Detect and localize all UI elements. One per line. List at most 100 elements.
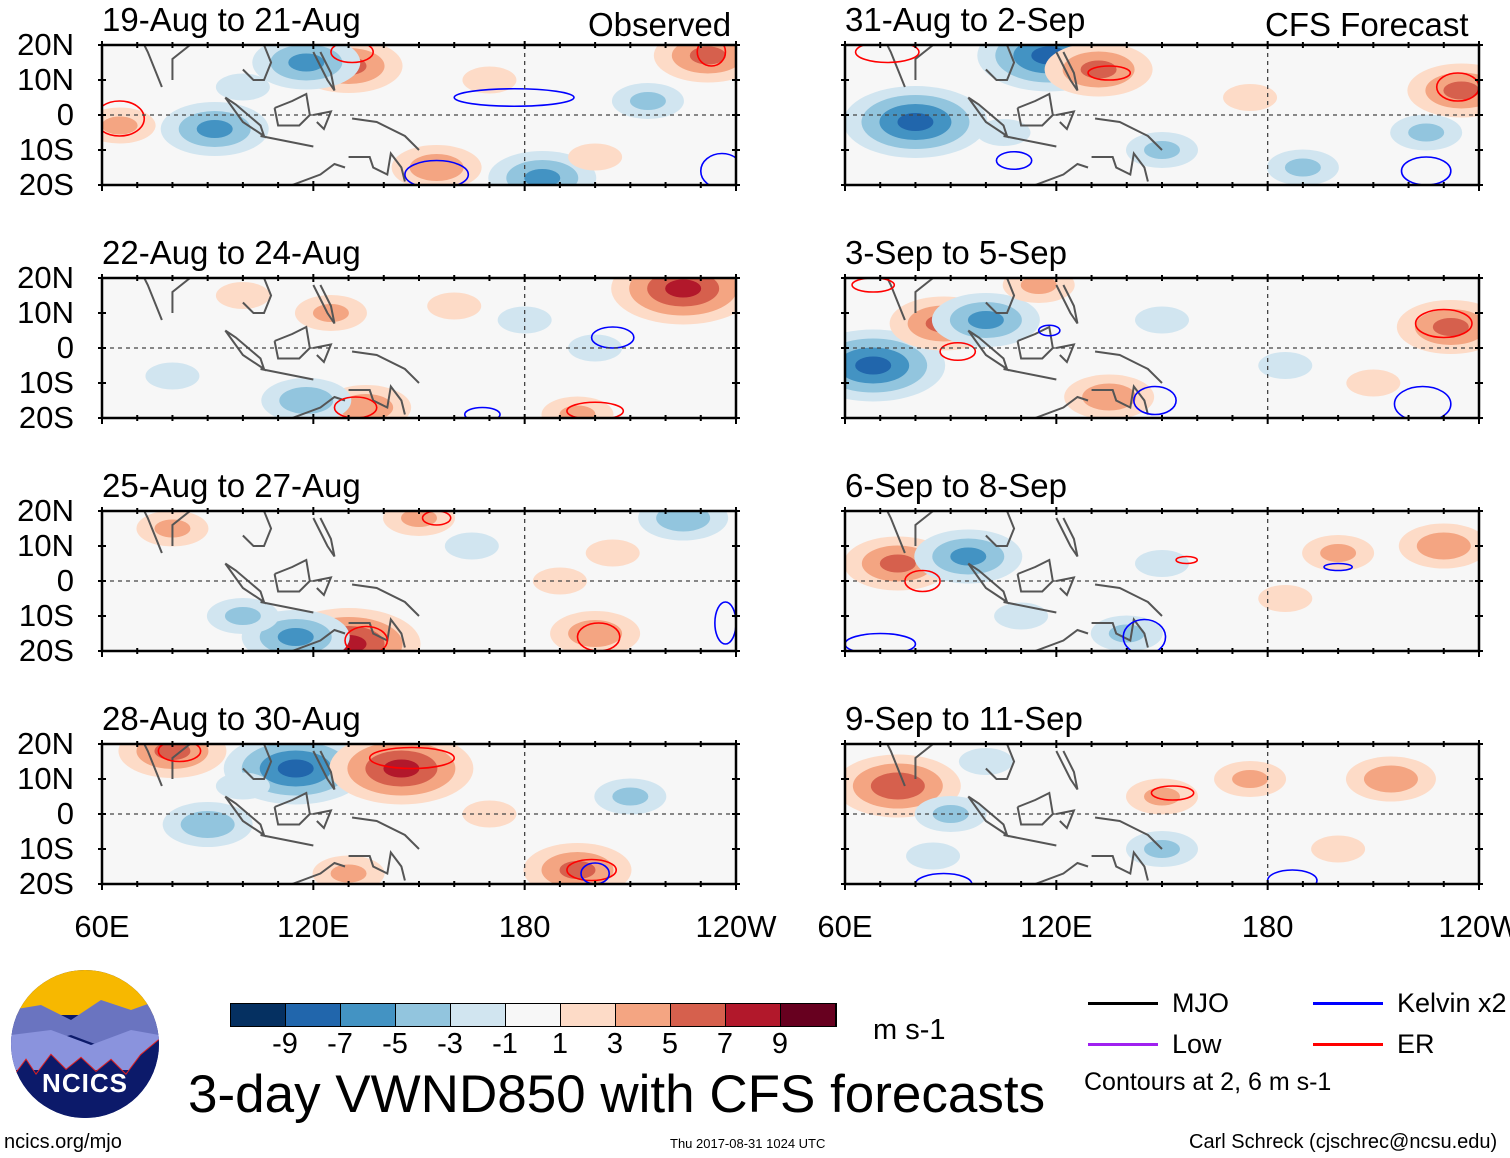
ncics-logo: NCICS <box>11 970 159 1118</box>
logo-text: NCICS <box>42 1068 128 1098</box>
anomaly-shading <box>1232 770 1269 788</box>
er-contour <box>566 858 618 882</box>
panel-title: 25-Aug to 27-Aug <box>102 467 361 504</box>
anomaly-shading <box>870 772 925 800</box>
coastline <box>1016 558 1054 593</box>
coastline <box>273 325 311 360</box>
coastline <box>312 517 336 558</box>
anomaly-shading <box>339 394 394 418</box>
coastline <box>143 45 163 88</box>
coastline <box>1091 850 1149 881</box>
kelvin-contour <box>1393 385 1452 418</box>
coastline <box>1034 395 1089 418</box>
coastline <box>171 45 191 80</box>
anomaly-shading <box>462 66 517 94</box>
coastline <box>351 583 420 617</box>
er-contour <box>330 45 375 64</box>
coastline <box>260 135 314 148</box>
map-panel <box>98 41 740 191</box>
coastline <box>348 151 406 182</box>
coastline <box>914 744 934 779</box>
anomaly-shading <box>330 864 367 883</box>
lat-tick-label: 20N <box>17 27 74 62</box>
anomaly-shading <box>568 334 623 362</box>
anomaly-shading <box>215 73 270 101</box>
lat-tick-label: 20N <box>17 493 74 528</box>
colorbar-swatch <box>671 1004 726 1026</box>
legend-swatch-kelvin <box>1313 1002 1383 1005</box>
coastline <box>313 110 333 131</box>
map-panel <box>841 274 1483 424</box>
er-contour <box>566 401 625 418</box>
footer-url[interactable]: ncics.org/mjo <box>4 1131 122 1153</box>
colorbar-tick-label: 9 <box>771 1028 789 1060</box>
anomaly-shading <box>145 362 200 390</box>
coastline <box>985 744 1016 780</box>
coastline <box>351 816 420 850</box>
coastline <box>1055 517 1079 558</box>
colorbar-tick-label: -7 <box>327 1028 353 1060</box>
coastline <box>291 628 346 651</box>
lat-tick-label: 10S <box>18 831 74 866</box>
anomaly-shading <box>568 620 623 647</box>
er-contour <box>1087 65 1132 81</box>
anomaly-shading <box>1108 624 1145 643</box>
coastline <box>143 744 163 787</box>
coastline <box>1055 750 1079 791</box>
lat-tick-label: 20S <box>18 866 74 901</box>
map-panel <box>841 740 1483 890</box>
legend-swatch-er <box>1313 1043 1383 1046</box>
lon-tick-label: 60E <box>74 909 130 944</box>
coastline <box>273 791 311 826</box>
coastline <box>1056 343 1076 364</box>
coastline <box>242 45 273 81</box>
panel-title: 3-Sep to 5-Sep <box>845 234 1067 271</box>
coastline <box>313 576 333 597</box>
lat-tick-label: 0 <box>56 97 74 132</box>
colorbar-units: m s-1 <box>873 1014 946 1046</box>
panel-title: 9-Sep to 11-Sep <box>845 700 1083 737</box>
anomaly-shading <box>215 772 270 800</box>
anomaly-shading <box>1432 318 1469 336</box>
anomaly-shading <box>277 759 314 778</box>
anomaly-shading <box>196 120 233 138</box>
anomaly-shading <box>1258 585 1313 612</box>
coastline <box>967 329 1009 372</box>
colorbar-tick-label: 3 <box>606 1028 624 1060</box>
anomaly-shading <box>958 748 1013 775</box>
coastline <box>312 750 336 791</box>
lat-tick-label: 10N <box>17 62 74 97</box>
coastline <box>886 45 906 88</box>
anomaly-shading <box>1311 835 1366 863</box>
colorbar-swatch <box>451 1004 506 1026</box>
panel-title: 31-Aug to 2-Sep <box>845 1 1086 38</box>
coastline <box>1091 151 1149 182</box>
lat-tick-label: 0 <box>56 330 74 365</box>
legend-label: Low <box>1172 1029 1222 1059</box>
anomaly-shading <box>427 292 482 320</box>
coastline <box>242 278 273 314</box>
lon-tick-label: 120E <box>277 909 350 944</box>
lon-tick-label: 60E <box>817 909 873 944</box>
colorbar-tick-label: 7 <box>716 1028 734 1060</box>
lat-tick-label: 0 <box>56 563 74 598</box>
lat-tick-label: 20N <box>17 726 74 761</box>
anomaly-shading <box>897 113 934 131</box>
lat-tick-label: 10N <box>17 295 74 330</box>
anomaly-shading <box>1363 765 1418 793</box>
colorbar-tick-label: 5 <box>661 1028 679 1060</box>
coastline <box>224 329 266 372</box>
coastline <box>224 562 266 605</box>
lon-tick-label: 180 <box>1241 909 1294 944</box>
anomaly-shading <box>967 311 1004 329</box>
coastline <box>914 278 934 313</box>
anomaly-shading <box>224 607 261 625</box>
er-contour <box>851 278 896 293</box>
coastline <box>1016 325 1054 360</box>
coastline <box>348 384 406 415</box>
coastline <box>967 96 1009 139</box>
coastline <box>1034 861 1089 884</box>
lon-tick-label: 120W <box>1438 909 1510 944</box>
er-contour <box>1414 308 1473 339</box>
